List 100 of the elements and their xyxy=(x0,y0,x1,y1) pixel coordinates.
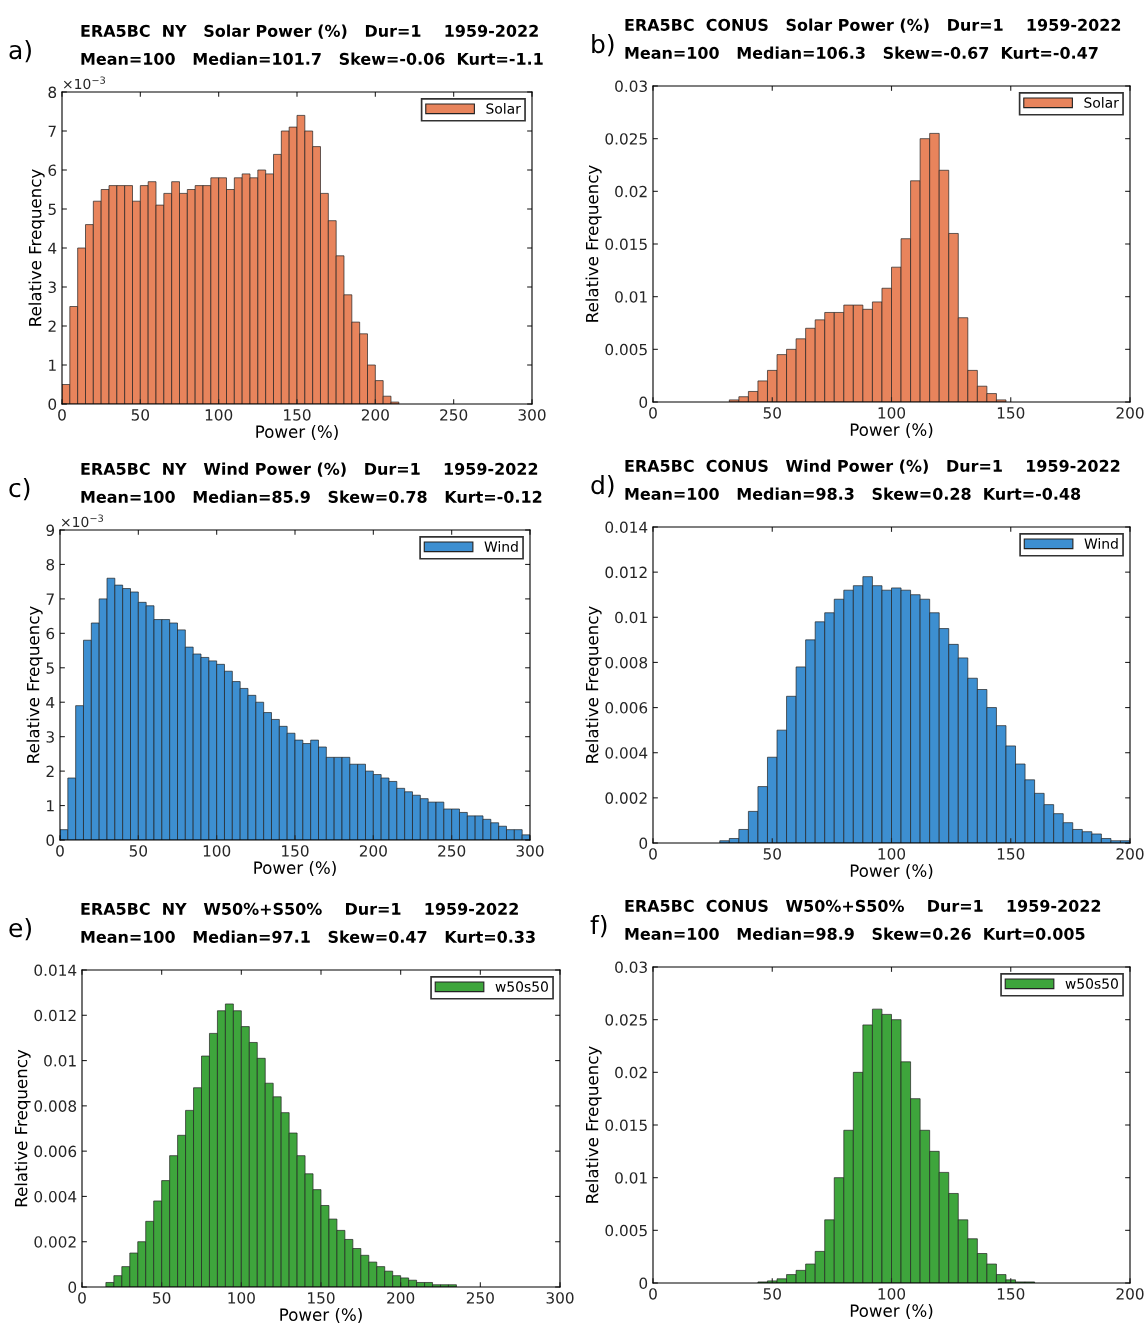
y-tick-label: 0.012 xyxy=(605,566,647,579)
legend-label: Wind xyxy=(484,541,518,552)
y-tick-label: 0.004 xyxy=(34,1190,77,1203)
x-tick-label: 0 xyxy=(649,407,657,419)
x-tick-label: 250 xyxy=(466,1292,494,1304)
y-tick-label: 0 xyxy=(639,396,648,409)
legend-label: w50s50 xyxy=(495,981,548,992)
text: b) xyxy=(592,33,614,57)
y-tick-label: 0.02 xyxy=(615,1066,647,1079)
y-tick-label: 0 xyxy=(639,1277,648,1290)
x-tick-label: 300 xyxy=(516,845,544,857)
x-axis-title: Power (%) xyxy=(280,1308,362,1323)
y-tick-label: 7 xyxy=(48,125,56,137)
x-tick-label: 150 xyxy=(997,407,1025,419)
y-tick-label: 8 xyxy=(46,558,55,571)
x-tick-label: 100 xyxy=(228,1292,255,1304)
y-tick-label: 0.002 xyxy=(605,792,647,804)
x-tick-label: 0 xyxy=(649,848,657,860)
chart-subtitle: Mean=100 Median=98.9 Skew=0.26 Kurt=0.005 xyxy=(625,927,1085,940)
x-tick-label: 50 xyxy=(131,409,150,421)
x-tick-label: 50 xyxy=(763,848,781,860)
text: a) xyxy=(9,39,31,63)
x-tick-label: 100 xyxy=(878,1288,906,1300)
x-axis-title: Power (%) xyxy=(850,864,933,879)
y-tick-label: 0.002 xyxy=(34,1236,76,1248)
y-axis-title: Relative Frequency xyxy=(14,1049,31,1207)
y-tick-label: 0 xyxy=(46,834,55,847)
text: ×10$^{−3}$ xyxy=(63,76,105,90)
x-tick-label: 50 xyxy=(129,845,148,857)
y-tick-label: 6 xyxy=(48,164,57,177)
text: ×10$^{−3}$ xyxy=(61,514,103,528)
x-tick-label: 200 xyxy=(387,1292,415,1304)
y-tick-label: 0.025 xyxy=(605,133,647,145)
chart-subtitle: Mean=100 Median=97.1 Skew=0.47 Kurt=0.33 xyxy=(81,930,535,943)
x-tick-label: 100 xyxy=(203,845,231,857)
y-axis-title: Relative Frequency xyxy=(28,169,45,326)
y-tick-label: 0.01 xyxy=(615,611,647,624)
x-tick-label: 300 xyxy=(518,409,546,421)
legend-label: Wind xyxy=(1084,538,1118,549)
y-tick-label: 2 xyxy=(48,320,56,332)
chart-subtitle: Mean=100 Median=106.3 Skew=-0.67 Kurt=-0.47 xyxy=(625,46,1098,59)
y-tick-label: 0.02 xyxy=(615,185,647,198)
x-tick-label: 50 xyxy=(763,1288,781,1300)
x-tick-label: 200 xyxy=(361,409,389,421)
y-tick-label: 0.01 xyxy=(615,1172,647,1184)
x-tick-label: 300 xyxy=(546,1292,574,1304)
y-tick-label: 3 xyxy=(46,731,54,743)
y-tick-label: 7 xyxy=(46,593,54,605)
x-axis-title: Power (%) xyxy=(850,1304,933,1319)
x-axis-title: Power (%) xyxy=(256,425,338,440)
x-tick-label: 250 xyxy=(440,409,468,421)
y-tick-label: 0.005 xyxy=(605,343,647,356)
x-tick-label: 250 xyxy=(438,845,466,857)
y-tick-label: 2 xyxy=(46,765,54,777)
legend-label: w50s50 xyxy=(1065,978,1118,989)
y-tick-label: 0.005 xyxy=(605,1224,647,1237)
x-tick-label: 0 xyxy=(649,1288,657,1300)
x-tick-label: 150 xyxy=(282,845,309,857)
x-tick-label: 150 xyxy=(997,1288,1025,1300)
y-tick-label: 0.006 xyxy=(34,1145,77,1158)
y-tick-label: 9 xyxy=(46,524,55,537)
y-tick-label: 6 xyxy=(46,627,55,640)
chart-title: ERA5BC CONUS Wind Power (%) Dur=1 1959-2022 xyxy=(625,459,1120,474)
y-tick-label: 4 xyxy=(46,696,55,709)
y-axis-title: Relative Frequency xyxy=(585,1046,602,1203)
y-tick-label: 0 xyxy=(48,398,57,411)
chart-title: ERA5BC CONUS W50%+S50% Dur=1 1959-2022 xyxy=(625,899,1101,912)
y-axis-title: Relative Frequency xyxy=(585,165,602,322)
y-tick-label: 4 xyxy=(48,242,57,254)
y-tick-label: 0.01 xyxy=(615,291,647,303)
y-tick-label: 5 xyxy=(46,662,54,674)
x-tick-label: 50 xyxy=(153,1292,171,1304)
y-tick-label: 0.03 xyxy=(615,80,647,93)
x-tick-label: 150 xyxy=(308,1292,335,1304)
chart-subtitle: Mean=100 Median=98.3 Skew=0.28 Kurt=-0.48 xyxy=(625,487,1081,500)
x-tick-label: 150 xyxy=(284,409,311,421)
x-tick-label: 200 xyxy=(1116,407,1144,419)
x-tick-label: 200 xyxy=(1116,1288,1144,1300)
y-tick-label: 8 xyxy=(48,86,57,99)
y-tick-label: 0.01 xyxy=(44,1055,76,1067)
x-tick-label: 100 xyxy=(878,848,906,860)
y-tick-label: 1 xyxy=(47,800,54,812)
chart-subtitle: Mean=100 Median=101.7 Skew=-0.06 Kurt=-1.1 xyxy=(81,52,543,65)
y-tick-label: 0.014 xyxy=(605,521,648,534)
chart-title: ERA5BC NY Wind Power (%) Dur=1 1959-2022 xyxy=(81,462,538,477)
chart-title: ERA5BC NY Solar Power (%) Dur=1 1959-2022 xyxy=(81,24,538,39)
y-tick-label: 1 xyxy=(49,359,56,371)
chart-title: ERA5BC NY W50%+S50% Dur=1 1959-2022 xyxy=(81,902,518,915)
y-tick-label: 3 xyxy=(48,281,56,294)
y-tick-label: 0.006 xyxy=(605,702,648,714)
y-tick-label: 0.008 xyxy=(605,656,648,669)
y-axis-title: Relative Frequency xyxy=(585,606,602,763)
y-tick-label: 0.004 xyxy=(605,747,648,759)
y-tick-label: 0.025 xyxy=(605,1014,647,1026)
x-tick-label: 200 xyxy=(359,845,387,857)
y-tick-label: 0.03 xyxy=(615,961,647,974)
chart-subtitle: Mean=100 Median=85.9 Skew=0.78 Kurt=-0.12 xyxy=(81,490,542,503)
text: e) xyxy=(9,917,31,941)
x-tick-label: 100 xyxy=(878,407,906,419)
y-tick-label: 0.012 xyxy=(34,1009,76,1022)
